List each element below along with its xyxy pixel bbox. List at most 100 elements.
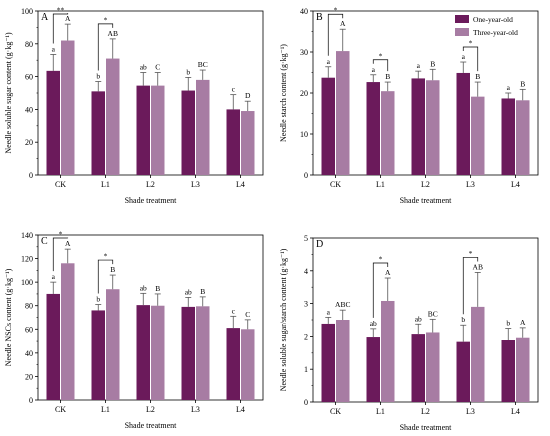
panel-a-xlabel: Shade treatment (125, 196, 178, 205)
panel-b-ytick-label: 10 (300, 130, 308, 139)
panel-c-ytick-label: 140 (21, 231, 33, 240)
panel-a-significance-bracket (97, 23, 114, 71)
panel-d-letter-label: b (461, 315, 465, 324)
panel-c-letter-label: ab (185, 287, 192, 296)
panel-c-xtick-label: L2 (146, 405, 155, 414)
panel-b-ylabel: Needle starch content (g·kg⁻¹) (279, 44, 288, 142)
panel-b-xtick-label: CK (330, 180, 341, 189)
panel-b-xlabel: Shade treatment (400, 196, 453, 205)
panel-a-letter-label: AB (108, 29, 118, 38)
panel-a-letter-label: BC (198, 60, 208, 69)
panel-d-significance-bracket (372, 262, 389, 318)
panel-d-xtick-label: L3 (466, 407, 475, 416)
panel-d-bar-three-year (426, 332, 440, 402)
panel-a-bar-three-year (106, 58, 120, 176)
panel-a-letter-label: A (65, 14, 71, 23)
panel-a-letter-label: D (245, 91, 251, 100)
panel-b-xtick-label: L2 (421, 180, 430, 189)
panel-a-significance-mark: * (104, 15, 108, 24)
panel-d-xtick-label: L1 (376, 407, 385, 416)
panel-d-letter-label: A (520, 318, 526, 327)
panel-c-letter-label: B (155, 284, 160, 293)
panel-b-bar-one-year (321, 77, 335, 175)
panel-a-bar-three-year (241, 111, 255, 175)
panel-d-ytick-label: 1 (304, 365, 308, 374)
panel-c-letter-label: ab (140, 283, 147, 292)
panel-b-xtick-label: L1 (376, 180, 385, 189)
panel-d-letter-label: a (327, 307, 331, 316)
panel-c-bar-one-year (46, 293, 60, 400)
panel-d-xtick-label: L4 (511, 407, 520, 416)
panel-a-ytick-label: 80 (25, 40, 33, 49)
panel-d-letter-label: AB (473, 262, 483, 271)
panel-c-bar-one-year (91, 310, 105, 400)
panel-b-significance-mark: * (334, 6, 338, 15)
panel-c-significance-bracket (97, 259, 114, 294)
panel-a-ytick-label: 40 (25, 105, 33, 114)
panel-b-letter-label: a (417, 61, 421, 70)
panel-b-significance-bracket (327, 13, 344, 56)
panel-a-bar-one-year (181, 90, 195, 175)
panel-a-xtick-label: L4 (236, 180, 245, 189)
panel-c-ytick-label: 0 (29, 396, 33, 405)
panel-d-ytick-label: 5 (304, 234, 308, 243)
panel-d-letter-label: ab (415, 314, 422, 323)
panel-a-ytick-label: 60 (25, 73, 33, 82)
panel-d-significance-bracket (462, 257, 479, 315)
panel-c-letter: C (41, 236, 48, 247)
panel-d-letter-label: BC (428, 309, 438, 318)
panel-d-ytick-label: 3 (304, 300, 308, 309)
legend-swatch-one-year (455, 15, 469, 23)
panel-b-letter-label: a (327, 57, 331, 66)
panel-a-ytick-label: 0 (29, 171, 33, 180)
panel-d-bar-one-year (411, 334, 425, 402)
panel-b-bar-three-year (381, 91, 395, 175)
panel-c-ytick-label: 60 (25, 325, 33, 334)
panel-c-xtick-label: L1 (101, 405, 110, 414)
panel-c-ytick-label: 80 (25, 302, 33, 311)
panel-a-letter-label: c (232, 85, 236, 94)
panel-a-xtick-label: L3 (191, 180, 200, 189)
panel-c-ytick-label: 120 (21, 255, 33, 264)
panel-a-ytick-label: 20 (25, 138, 33, 147)
panel-c-xlabel: Shade treatment (125, 421, 178, 430)
panel-b-bar-one-year (366, 82, 380, 175)
panel-b-ytick-label: 20 (300, 89, 308, 98)
panel-d-letter-label: A (385, 268, 391, 277)
panel-c-significance-mark: * (59, 230, 63, 239)
panel-c-letter-label: a (52, 272, 56, 281)
panel-c-bar-one-year (136, 305, 150, 400)
panel-d-bar-one-year (366, 337, 380, 402)
legend-label-one-year: One-year-old (473, 15, 513, 24)
panel-c-significance-mark: * (104, 252, 108, 261)
panel-c-significance-bracket (52, 237, 69, 272)
panel-b-letter-label: a (507, 83, 511, 92)
panel-c-xtick-label: CK (55, 405, 66, 414)
panel-d-xtick-label: L2 (421, 407, 430, 416)
panel-a-bar-one-year (136, 85, 150, 175)
panel-b-xtick-label: L3 (466, 180, 475, 189)
panel-d-significance-mark: * (469, 249, 473, 258)
panel-b-bar-one-year (411, 78, 425, 175)
panel-a-significance-bracket (52, 13, 69, 44)
panel-b-letter-label: B (430, 59, 435, 68)
panel-d-xlabel: Shade treatment (400, 423, 453, 432)
panel-a-xtick-label: CK (55, 180, 66, 189)
panel-b-letter-label: a (372, 65, 376, 74)
panel-c-ylabel: Needle NSCs content (g·kg⁻¹) (4, 268, 13, 366)
panel-c-letter-label: A (65, 239, 71, 248)
panel-d-xtick-label: CK (330, 407, 341, 416)
panel-c-bar-three-year (61, 263, 75, 400)
panel-c-bar-three-year (241, 329, 255, 400)
panel-b-significance-bracket (372, 59, 389, 72)
panel-a-letter-label: C (155, 63, 160, 72)
panel-d-bar-one-year (501, 340, 515, 402)
panel-d-ytick-label: 2 (304, 332, 308, 341)
panel-c-bar-one-year (226, 328, 240, 400)
panel-b-bar-one-year (456, 72, 470, 175)
panel-d-bar-one-year (456, 341, 470, 402)
panel-c-ytick-label: 100 (21, 278, 33, 287)
panel-c-bar-three-year (196, 306, 210, 400)
panel-a-xtick-label: L1 (101, 180, 110, 189)
